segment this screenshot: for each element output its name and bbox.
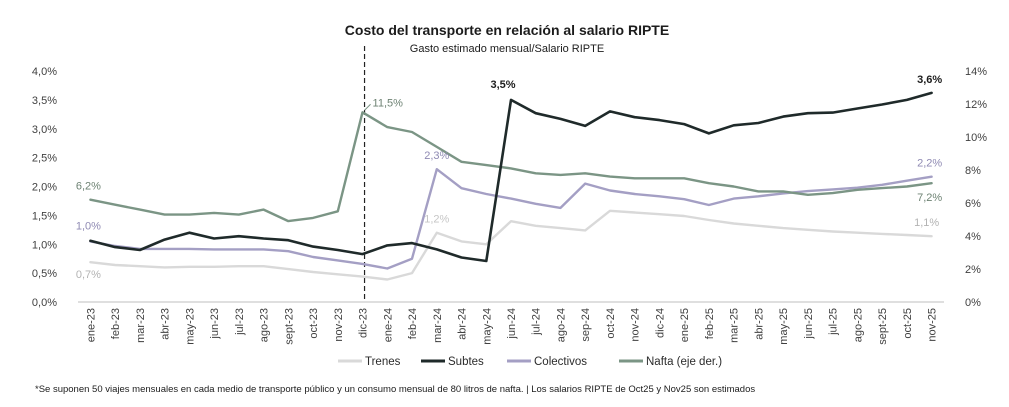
x-tick-label: jun-23 — [209, 308, 221, 340]
y-right-tick-label: 6% — [965, 198, 981, 210]
series-line-subtes — [89, 91, 933, 263]
footnote: *Se suponen 50 viajes mensuales en cada … — [35, 384, 755, 395]
data-label: 11,5% — [373, 97, 404, 109]
legend-item-label: Nafta (eje der.) — [646, 356, 722, 368]
chart-subtitle: Gasto estimado mensual/Salario RIPTE — [410, 43, 604, 55]
x-tick-label: feb-24 — [407, 308, 419, 339]
y-right-tick-label: 0% — [965, 297, 981, 309]
x-tick-label: mar-24 — [432, 308, 444, 343]
x-tick-label: abr-24 — [457, 308, 469, 340]
x-tick-label: sept-23 — [283, 308, 295, 345]
x-tick-label: dic-23 — [358, 308, 370, 338]
data-label: 6,2% — [76, 181, 101, 193]
data-label: 0,7% — [76, 269, 101, 281]
x-tick-label: mar-23 — [135, 308, 147, 343]
y-right-tick-label: 10% — [965, 132, 987, 144]
x-tick-label: ago-25 — [852, 308, 864, 342]
data-label: 1,0% — [76, 220, 101, 232]
series-line-colectivos — [89, 167, 933, 270]
y-right-tick-label: 2% — [965, 264, 981, 276]
legend-item-label: Trenes — [365, 356, 401, 368]
x-tick-label: feb-23 — [110, 308, 122, 339]
x-tick-label: oct-24 — [605, 308, 617, 339]
x-tick-label: ago-23 — [259, 308, 271, 342]
x-tick-label: sep-24 — [580, 308, 592, 342]
data-labels-layer: 0,7% 1,2% 1,1% 3,5% 3,6% 1,0% 2,3% 2,2% 6,2% 11,5… — [76, 74, 943, 281]
data-label: 2,2% — [917, 158, 942, 170]
y-right-tick-label: 8% — [965, 165, 981, 177]
x-tick-label: ene-24 — [382, 308, 394, 342]
y-left-tick-label: 1,0% — [32, 239, 57, 251]
data-label: 7,2% — [917, 192, 942, 204]
y-left-tick-label: 0,5% — [32, 268, 57, 280]
chart-title: Costo del transporte en relación al sala… — [345, 22, 669, 38]
y-left-tick-label: 3,5% — [32, 95, 57, 107]
y-left-tick-label: 2,5% — [32, 153, 57, 165]
x-tick-label: may-23 — [184, 308, 196, 345]
y-right-tick-label: 12% — [965, 99, 987, 111]
x-tick-label: nov-23 — [333, 308, 345, 342]
data-label: 3,5% — [490, 79, 515, 91]
x-tick-label: mar-25 — [729, 308, 741, 343]
axes-layer: 0,0% 0,5% 1,0% 1,5% 2,0% 2,5% 3,0% 3,5% 4,0% 0% 2%… — [32, 46, 987, 345]
x-tick-label: oct-25 — [902, 308, 914, 339]
x-tick-label: oct-23 — [308, 308, 320, 339]
x-tick-label: jun-24 — [506, 308, 518, 340]
x-tick-label: jul-24 — [531, 308, 543, 336]
x-tick-label: ene-25 — [679, 308, 691, 342]
x-tick-label: abr-25 — [753, 308, 765, 340]
x-tick-label: jul-25 — [828, 308, 840, 336]
data-label: 3,6% — [917, 74, 942, 86]
x-tick-label: ene-23 — [85, 308, 97, 342]
x-tick-label: may-25 — [778, 308, 790, 345]
series-line-nafta-eje-der — [89, 111, 933, 223]
x-tick-label: abr-23 — [160, 308, 172, 340]
y-left-tick-label: 1,5% — [32, 210, 57, 222]
data-label: 2,3% — [424, 150, 449, 162]
y-left-tick-label: 2,0% — [32, 182, 57, 194]
y-left-tick-label: 3,0% — [32, 124, 57, 136]
series-line-trenes — [89, 209, 933, 281]
x-tick-label: dic-24 — [654, 308, 666, 338]
y-right-tick-label: 14% — [965, 66, 987, 78]
data-label: 1,1% — [914, 217, 939, 229]
x-tick-label: nov-24 — [630, 308, 642, 342]
x-tick-label: feb-25 — [704, 308, 716, 339]
x-tick-label: sept-25 — [877, 308, 889, 345]
data-label: 1,2% — [424, 214, 449, 226]
series-layer — [89, 91, 933, 281]
x-tick-label: nov-25 — [927, 308, 939, 342]
legend-item-label: Colectivos — [534, 356, 587, 368]
y-left-tick-label: 0,0% — [32, 297, 57, 309]
y-left-tick-label: 4,0% — [32, 66, 57, 78]
label-leader-line — [364, 103, 371, 111]
x-tick-label: ago-24 — [555, 308, 567, 342]
legend-item-label: Subtes — [448, 356, 484, 368]
y-right-tick-label: 4% — [965, 231, 981, 243]
x-tick-label: jul-23 — [234, 308, 246, 336]
x-tick-label: jun-25 — [803, 308, 815, 340]
legend: Trenes Subtes Colectivos Nafta (eje der.) — [338, 356, 722, 368]
x-tick-label: may-24 — [481, 308, 493, 345]
